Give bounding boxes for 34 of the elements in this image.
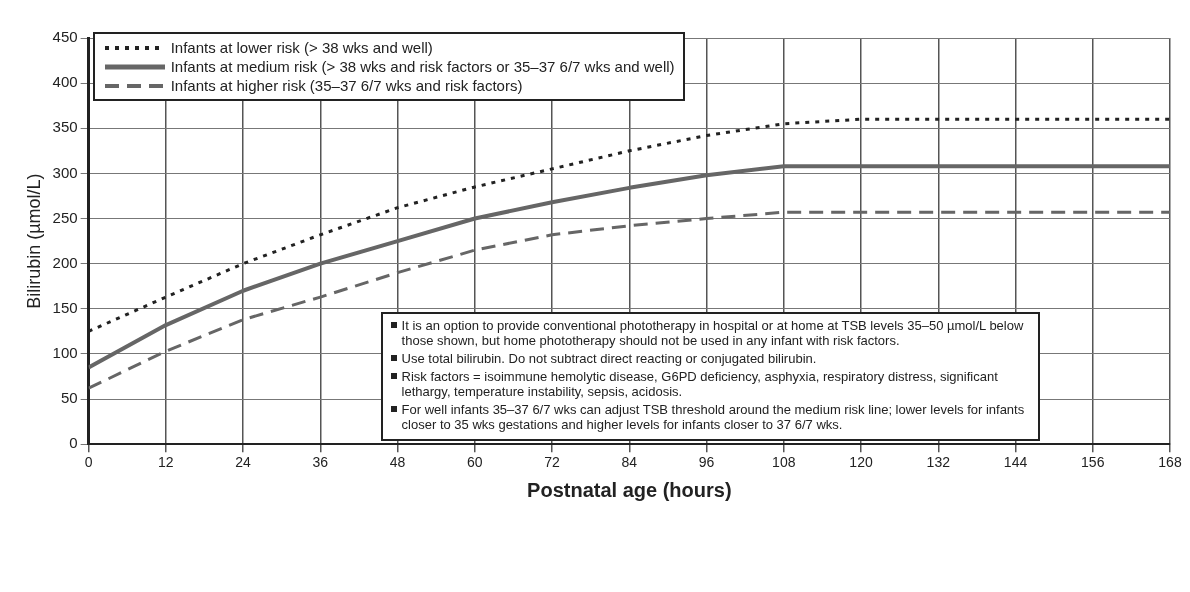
legend-label: Infants at medium risk (> 38 wks and risk factors or 35–37 6/7 wks and well) bbox=[170, 57, 675, 76]
annotation: Risk factors = isoimmune hemolytic disease, G6PD deficiency, asphyxia, respiratory distress, significant lethargy, temperature instability, sepsis, acidosis. bbox=[401, 369, 999, 400]
x-tick-label: 84 bbox=[621, 454, 638, 471]
legend-label: Infants at higher risk (35–37 6/7 wks and risk factors) bbox=[170, 76, 523, 95]
x-tick-label: 36 bbox=[312, 454, 329, 471]
x-tick-label: 156 bbox=[1081, 454, 1105, 471]
x-tick-label: 132 bbox=[926, 454, 951, 471]
x-tick-label: 24 bbox=[235, 454, 252, 471]
y-tick-label: 450 bbox=[52, 28, 78, 46]
y-tick-label: 400 bbox=[52, 73, 78, 91]
y-tick-label: 350 bbox=[52, 118, 78, 136]
annotation: For well infants 35–37 6/7 wks can adjust TSB threshold around the medium risk line; lower levels for infants closer to 35 wks gestations and higher levels for infants closer to 37 6/7 wks. bbox=[401, 402, 1026, 433]
y-axis-title: Bilirubin (µmol/L) bbox=[23, 173, 44, 309]
x-tick-label: 108 bbox=[772, 454, 796, 471]
x-tick-label: 72 bbox=[544, 454, 561, 471]
x-tick-label: 120 bbox=[849, 454, 873, 471]
annotation: Use total bilirubin. Do not subtract direct reacting or conjugated bilirubin. bbox=[401, 351, 817, 367]
x-axis-title: Postnatal age (hours) bbox=[527, 478, 732, 501]
y-tick-label: 150 bbox=[52, 298, 78, 316]
y-tick-label: 50 bbox=[60, 389, 78, 407]
y-tick-label: 300 bbox=[52, 163, 78, 181]
x-tick-label: 48 bbox=[389, 454, 406, 471]
x-tick-label: 144 bbox=[1003, 454, 1028, 471]
x-tick-label: 96 bbox=[698, 454, 715, 471]
y-tick-label: 0 bbox=[69, 434, 78, 452]
x-tick-label: 60 bbox=[467, 454, 483, 471]
y-tick-label: 200 bbox=[52, 253, 78, 271]
y-tick-label: 100 bbox=[52, 344, 78, 362]
y-tick-label: 250 bbox=[52, 208, 78, 226]
x-tick-label: 12 bbox=[158, 454, 174, 471]
x-tick-label: 0 bbox=[84, 454, 93, 471]
legend-label: Infants at lower risk (> 38 wks and well) bbox=[170, 38, 433, 57]
annotation: It is an option to provide conventional phototherapy in hospital or at home at TSB levels 35–50 µmol/L below those shown, but home phototherapy should not be used in any infant with risk factors. bbox=[401, 318, 1025, 349]
x-tick-label: 168 bbox=[1158, 454, 1182, 471]
